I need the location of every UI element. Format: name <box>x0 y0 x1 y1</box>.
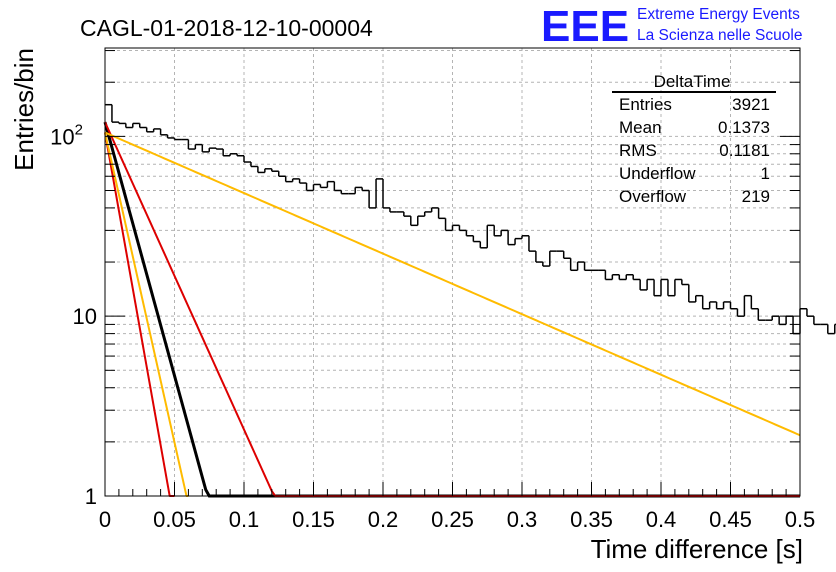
y-axis-label: Entries/bin <box>9 48 39 171</box>
x-tick-label: 0.4 <box>646 507 677 532</box>
histogram-bars <box>105 103 836 335</box>
stats-box: DeltaTime Entries 3921 Mean 0.1373 RMS 0… <box>612 72 776 206</box>
stats-label-underflow: Underflow <box>619 164 696 183</box>
x-tick-label: 0.25 <box>431 507 474 532</box>
eee-logo: EEE Extreme Energy Events La Scienza nel… <box>541 2 802 51</box>
y-tick-label: 1 <box>85 484 97 509</box>
x-tick-label: 0 <box>99 507 111 532</box>
stats-value-mean: 0.1373 <box>718 118 770 137</box>
stats-value-overflow: 219 <box>742 187 770 206</box>
y-tick-label: 10 <box>73 304 97 329</box>
stats-value-entries: 3921 <box>732 95 770 114</box>
plot-grid <box>105 48 800 496</box>
fit-curve <box>104 132 189 497</box>
stats-label-overflow: Overflow <box>619 187 687 206</box>
stats-value-underflow: 1 <box>761 164 770 183</box>
stats-label-rms: RMS <box>619 141 657 160</box>
x-tick-label: 0.1 <box>229 507 260 532</box>
brand-line-1: Extreme Energy Events <box>637 6 800 23</box>
stats-value-rms: 0.1181 <box>719 141 770 160</box>
brand-line-2: La Scienza nelle Scuole <box>637 27 802 44</box>
y-tick-label: 102 <box>50 121 83 149</box>
x-tick-label: 0.5 <box>785 507 816 532</box>
x-axis-label: Time difference [s] <box>591 534 803 564</box>
stats-label-entries: Entries <box>619 95 672 114</box>
stats-label-mean: Mean <box>619 118 662 137</box>
x-tick-label: 0.2 <box>368 507 399 532</box>
x-tick-label: 0.35 <box>570 507 613 532</box>
x-tick-label: 0.3 <box>507 507 538 532</box>
histogram-title: CAGL-01-2018-12-10-00004 <box>80 15 373 41</box>
x-tick-label: 0.05 <box>153 507 196 532</box>
fit-curve <box>104 132 175 497</box>
plot-axes: 0 0.05 0.1 0.15 0.2 0.25 0.3 0.35 0.4 0.45 0.5 1 10 1… <box>50 50 816 532</box>
fit-curve <box>104 131 801 437</box>
x-tick-label: 0.15 <box>292 507 335 532</box>
eee-logo-text: EEE <box>541 2 629 51</box>
stats-title: DeltaTime <box>654 72 731 91</box>
x-tick-label: 0.45 <box>709 507 752 532</box>
